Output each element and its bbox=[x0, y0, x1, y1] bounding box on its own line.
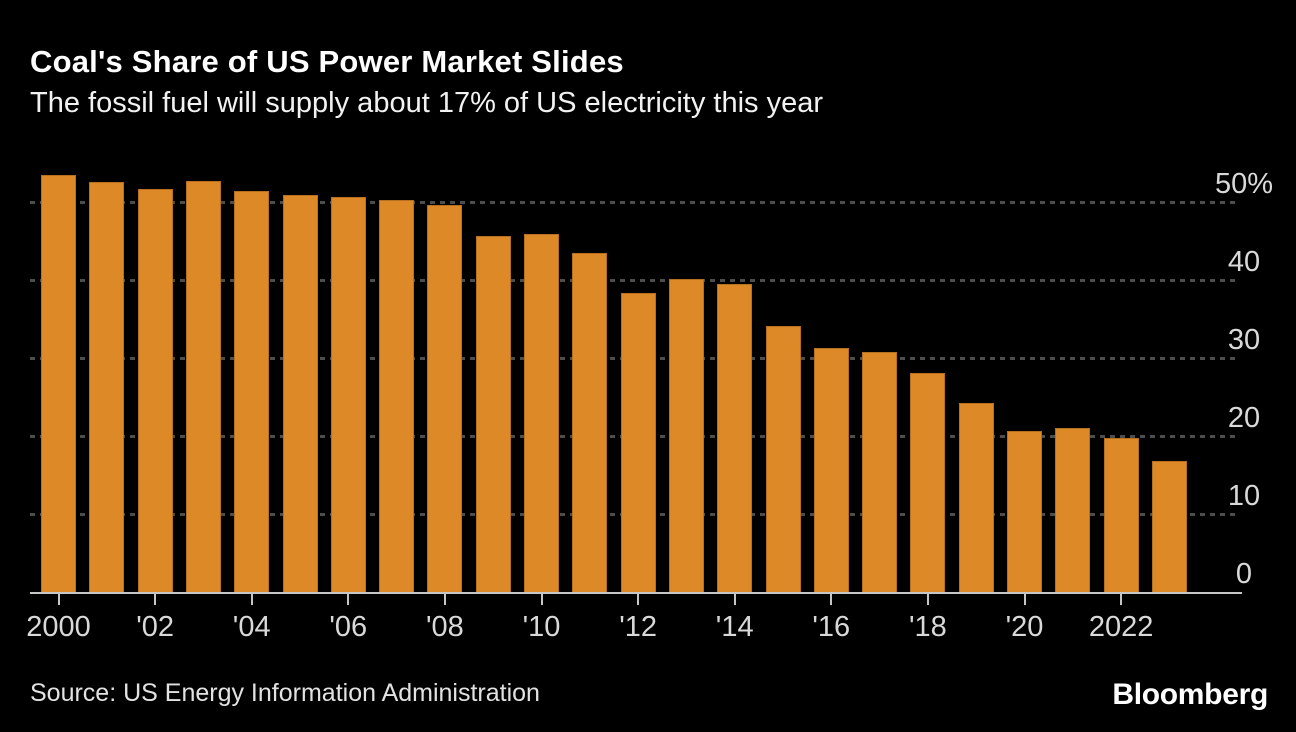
bloomberg-logo: Bloomberg bbox=[1112, 678, 1268, 711]
y-axis-label-40: 40 bbox=[1227, 245, 1261, 278]
bar-2023 bbox=[1151, 461, 1187, 593]
bar-2021 bbox=[1055, 428, 1091, 593]
bar-2001 bbox=[89, 182, 125, 593]
bar-2010 bbox=[524, 233, 559, 593]
x-axis-label-2002: '02 bbox=[136, 611, 174, 643]
x-axis-label-2000: 2000 bbox=[26, 611, 91, 643]
x-axis-label-2012: '12 bbox=[619, 611, 657, 643]
x-axis-label-2022: 2022 bbox=[1088, 611, 1154, 643]
bar-2020 bbox=[1007, 430, 1042, 593]
bar-2022 bbox=[1103, 438, 1139, 593]
x-axis-label-2014: '14 bbox=[715, 611, 754, 643]
bar-2016 bbox=[813, 347, 849, 593]
x-tick-2018 bbox=[926, 594, 929, 605]
x-tick-2000 bbox=[57, 594, 60, 605]
x-axis-label-2018: '18 bbox=[908, 611, 947, 643]
x-tick-2016 bbox=[830, 594, 833, 605]
bar-2013 bbox=[668, 279, 704, 593]
x-tick-2010 bbox=[540, 594, 543, 605]
x-axis-label-2016: '16 bbox=[812, 611, 851, 643]
x-axis-label-2020: '20 bbox=[1005, 611, 1044, 643]
source-caption: Source: US Energy Information Administra… bbox=[30, 679, 540, 707]
x-tick-2020 bbox=[1023, 594, 1026, 605]
x-tick-2008 bbox=[443, 594, 446, 605]
x-axis-label-2010: '10 bbox=[522, 611, 561, 643]
bar-2015 bbox=[765, 325, 801, 593]
bar-2002 bbox=[137, 189, 173, 593]
y-axis-label-20: 20 bbox=[1227, 401, 1261, 434]
x-tick-2004 bbox=[250, 594, 253, 605]
x-axis-label-2008: '08 bbox=[425, 611, 464, 643]
bar-2019 bbox=[958, 403, 994, 593]
bar-2007 bbox=[379, 200, 415, 593]
x-axis-label-2004: '04 bbox=[232, 611, 271, 643]
x-tick-2012 bbox=[637, 594, 640, 605]
x-tick-2006 bbox=[347, 594, 350, 605]
gridline-50 bbox=[30, 201, 1240, 204]
y-axis-label-30: 30 bbox=[1227, 323, 1261, 356]
x-tick-2002 bbox=[154, 594, 157, 605]
x-axis-line bbox=[30, 592, 1242, 594]
gridline-40 bbox=[30, 279, 1240, 283]
bar-2009 bbox=[475, 236, 511, 593]
bar-2011 bbox=[572, 252, 608, 593]
bar-2017 bbox=[862, 351, 898, 593]
bar-2014 bbox=[717, 283, 753, 593]
x-axis-label-2006: '06 bbox=[329, 611, 368, 643]
chart-title: Coal's Share of US Power Market Slides bbox=[30, 44, 624, 79]
bar-2000 bbox=[41, 175, 76, 593]
bar-2005 bbox=[282, 194, 318, 593]
bar-2018 bbox=[910, 372, 946, 593]
x-tick-2022 bbox=[1120, 594, 1123, 605]
bar-2003 bbox=[185, 181, 221, 593]
bar-2006 bbox=[330, 197, 366, 593]
y-axis-label-50: 50% bbox=[1214, 167, 1274, 200]
x-tick-2014 bbox=[733, 594, 736, 605]
chart-subtitle: The fossil fuel will supply about 17% of… bbox=[30, 87, 824, 119]
y-axis-label-10: 10 bbox=[1227, 479, 1261, 512]
bar-2008 bbox=[427, 204, 463, 593]
y-axis-label-0: 0 bbox=[1235, 558, 1253, 590]
bar-2004 bbox=[234, 190, 270, 593]
bar-2012 bbox=[620, 293, 656, 593]
